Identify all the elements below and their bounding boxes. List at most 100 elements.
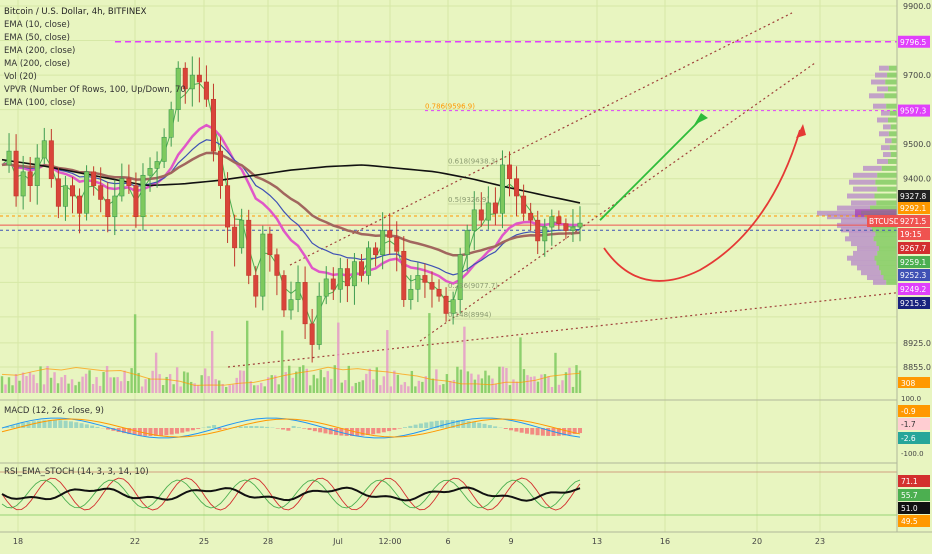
fib-label: 0.618(9438.3) [448,157,498,165]
volume-bar [228,385,230,393]
vpvr-bar-up [890,145,897,150]
volume-bar [526,375,528,393]
vpvr-bar-down [851,241,876,246]
volume-bar [323,377,325,393]
vpvr-bar-up [882,166,897,171]
volume-bar [155,353,157,393]
volume-bar [309,385,311,393]
volume-bar [264,386,266,393]
candle-body [486,203,490,220]
macd-histogram-bar [164,428,168,435]
macd-histogram-bar [90,426,94,428]
candle-body [35,158,39,186]
macd-histogram-bar [186,428,190,431]
candle-body [268,234,272,255]
volume-bar [239,370,241,393]
macd-histogram-bar [302,428,306,429]
candle-body [275,255,279,276]
volume-bar [344,380,346,393]
volume-bar [88,370,90,393]
volume-bar [540,374,542,393]
volume-bar [260,383,262,393]
symbol-title: Bitcoin / U.S. Dollar, 4h, BITFINEX [4,7,147,17]
volume-bar [123,371,125,393]
volume-bar [337,323,339,393]
volume-bar [544,374,546,393]
volume-bar [32,375,34,393]
vpvr-bar-down [853,251,877,256]
volume-bar [470,374,472,393]
vpvr-bar-up [877,251,897,256]
volume-bar [141,386,143,393]
vpvr-bar-down [879,131,889,136]
macd-histogram-bar [440,420,444,428]
volume-bar [158,374,160,393]
volume-bar [278,384,280,393]
volume-bar [4,384,6,393]
vpvr-bar-down [857,246,879,251]
volume-bar [421,382,423,393]
macd-histogram-bar [493,426,497,428]
volume-bar [109,377,111,393]
volume-bar [120,381,122,393]
candle-body [127,179,131,186]
vpvr-bar-down [849,180,875,185]
volume-bar [148,378,150,393]
vpvr-bar-down [881,111,890,116]
candle-body [232,227,236,248]
macd-histogram-bar [392,428,396,430]
vpvr-bar-up [875,194,898,199]
volume-bar [313,375,315,393]
vpvr-bar-down [849,232,875,237]
macd-histogram-bar [509,428,513,430]
candle-body [430,282,434,289]
volume-bar [442,384,444,393]
macd-histogram-bar [191,428,195,430]
volume-bar [341,383,343,393]
candle-body [28,172,32,186]
volume-bar [306,369,308,393]
vpvr-bar-down [873,104,886,109]
macd-histogram-bar [483,424,487,428]
macd-histogram-bar [408,426,412,428]
candle-body [134,186,138,217]
volume-bar [243,371,245,393]
macd-histogram-bar [371,428,375,434]
volume-bar [99,386,101,393]
macd-histogram-bar [361,428,365,436]
volume-bar [106,366,108,393]
volume-bar [95,377,97,393]
volume-bar [246,321,248,393]
volume-bar [491,379,493,393]
candle-body [373,248,377,255]
rsi-badge-label: 71.1 [901,477,918,486]
volume-bar [537,382,539,393]
time-tick-label: 12:00 [378,537,401,546]
candle-body [409,289,413,299]
volume-bar [179,386,181,393]
volume-bar [316,378,318,393]
volume-bar [113,377,115,393]
volume-bar [218,380,220,393]
time-tick-label: 22 [130,537,140,546]
candle-body [148,168,152,175]
candle-body [254,275,258,296]
volume-bar [176,367,178,393]
candle-body [197,75,201,82]
rsi-badge-label: 49.5 [901,517,918,526]
candle-body [239,220,243,248]
vpvr-bar-down [847,256,875,261]
candle-body [7,151,11,165]
volume-bar [211,331,213,393]
volume-bar [572,387,574,393]
volume-bar [43,384,45,393]
volume-bar [67,384,69,393]
candle-body [21,172,25,196]
vpvr-bar-up [886,104,897,109]
volume-bar [411,371,413,393]
volume-bar [225,387,227,393]
volume-bar [393,371,395,393]
volume-bar [127,381,129,393]
